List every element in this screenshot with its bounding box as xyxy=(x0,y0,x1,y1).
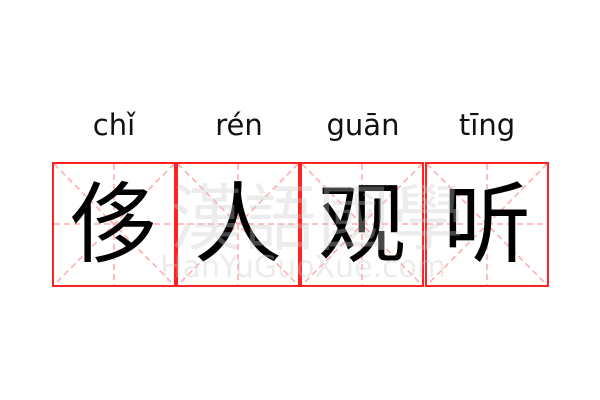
character-cell: 人 xyxy=(176,162,300,287)
pinyin-0: chǐ xyxy=(92,108,136,142)
character-grid: 侈 人 观 听 xyxy=(52,162,549,287)
character-hanzi: 听 xyxy=(442,172,531,276)
pinyin-3: tīng xyxy=(458,108,516,142)
character-cell: 听 xyxy=(425,162,549,287)
character-hanzi: 人 xyxy=(193,172,282,276)
guide-lines xyxy=(54,164,174,285)
pinyin-2: guān xyxy=(326,108,400,142)
guide-lines xyxy=(302,164,422,285)
character-hanzi: 侈 xyxy=(69,172,158,276)
character-cell: 侈 xyxy=(52,162,176,287)
guide-lines xyxy=(427,164,547,285)
character-hanzi: 观 xyxy=(317,172,406,276)
pinyin-1: rén xyxy=(215,108,263,142)
character-cell: 观 xyxy=(300,162,424,287)
guide-lines xyxy=(178,164,298,285)
